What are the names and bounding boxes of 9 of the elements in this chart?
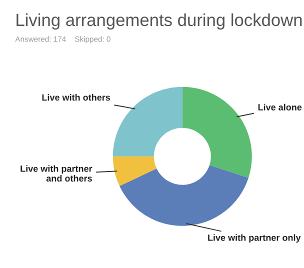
slice-label: Live with partner only bbox=[208, 234, 301, 243]
slice-label: Live with partner and others bbox=[20, 165, 92, 182]
donut-slice bbox=[182, 86, 252, 178]
donut-slice bbox=[112, 156, 157, 186]
slice-label: Live with others bbox=[42, 94, 110, 101]
slice-label: Live alone bbox=[258, 104, 302, 110]
donut-slice bbox=[112, 86, 182, 156]
donut-slice bbox=[120, 165, 248, 226]
chart-title: Living arrangements during lockdown bbox=[16, 13, 302, 30]
